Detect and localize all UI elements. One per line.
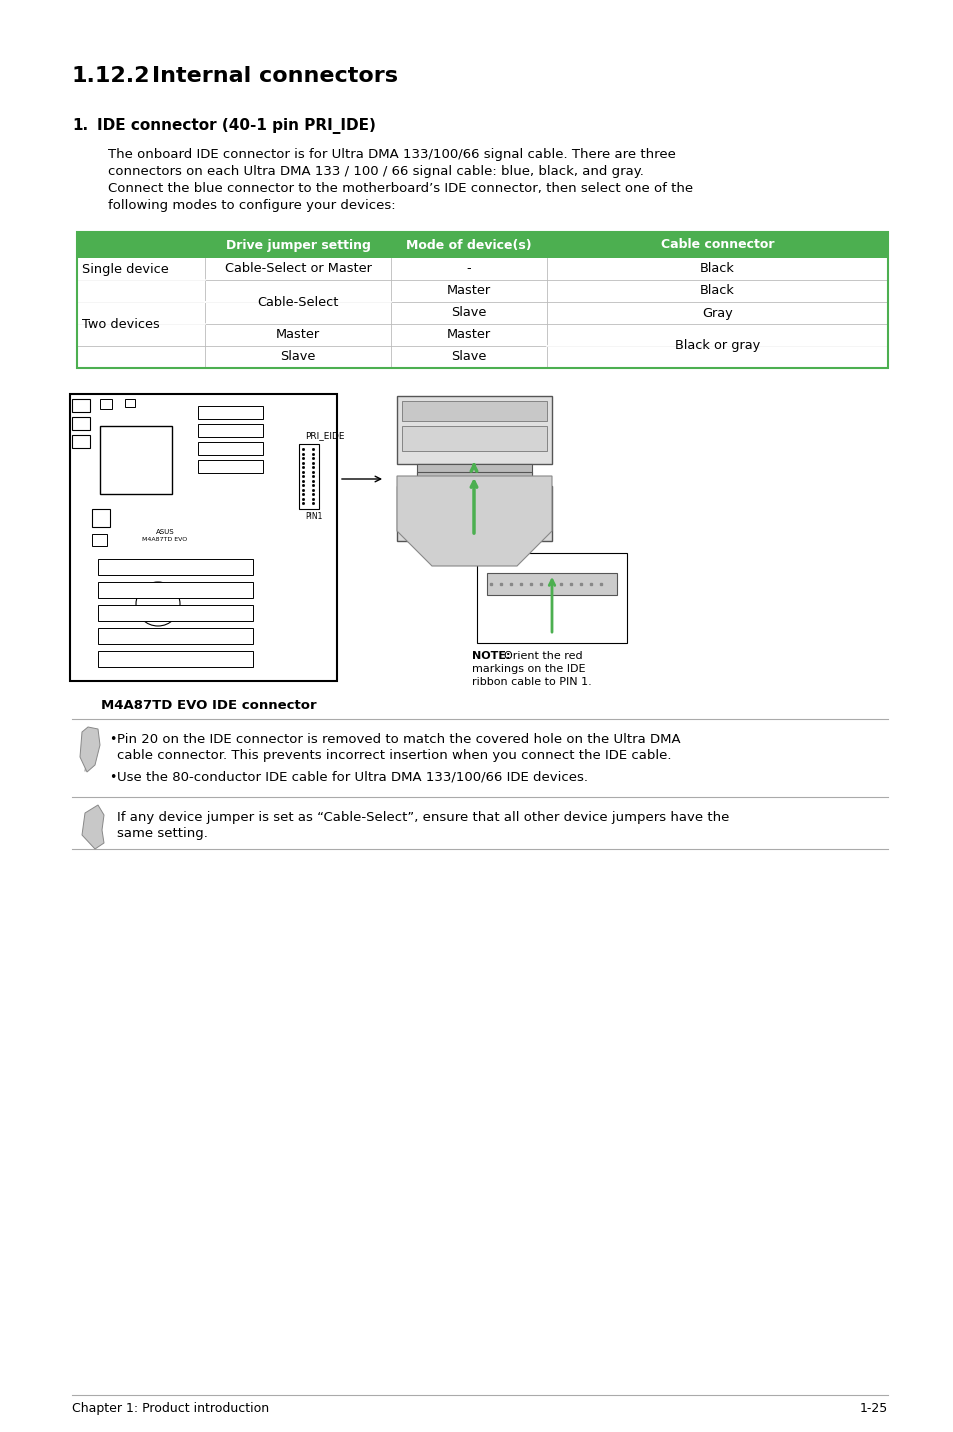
- Text: IDE connector (40-1 pin PRI_IDE): IDE connector (40-1 pin PRI_IDE): [97, 117, 375, 135]
- Bar: [100, 400, 112, 410]
- Bar: [416, 464, 532, 475]
- Text: Cable-Select: Cable-Select: [257, 295, 338, 308]
- Text: Gray: Gray: [701, 306, 732, 319]
- Bar: [98, 652, 253, 667]
- Text: same setting.: same setting.: [117, 828, 208, 841]
- Text: If any device jumper is set as “Cable-Select”, ensure that all other device jump: If any device jumper is set as “Cable-Se…: [117, 811, 729, 823]
- Text: following modes to configure your devices:: following modes to configure your device…: [108, 199, 395, 212]
- Bar: [401, 401, 546, 421]
- Bar: [198, 442, 263, 455]
- Bar: [396, 397, 552, 464]
- Bar: [77, 232, 887, 368]
- Bar: [91, 534, 107, 546]
- Bar: [91, 508, 110, 527]
- Circle shape: [136, 581, 180, 626]
- Text: Slave: Slave: [451, 351, 486, 364]
- Text: Drive jumper setting: Drive jumper setting: [225, 239, 370, 252]
- Text: Black or gray: Black or gray: [674, 339, 760, 352]
- Bar: [98, 558, 253, 576]
- Bar: [98, 629, 253, 644]
- Bar: [198, 460, 263, 473]
- Text: Orient the red: Orient the red: [503, 652, 582, 662]
- Text: Two devices: Two devices: [82, 318, 159, 331]
- Text: •: •: [109, 733, 116, 746]
- Bar: [396, 485, 552, 541]
- Bar: [416, 473, 532, 485]
- Bar: [71, 435, 90, 448]
- Bar: [98, 604, 253, 621]
- Text: Use the 80-conductor IDE cable for Ultra DMA 133/100/66 IDE devices.: Use the 80-conductor IDE cable for Ultra…: [117, 770, 587, 783]
- Text: PIN1: PIN1: [305, 513, 322, 521]
- Bar: [71, 417, 90, 430]
- Polygon shape: [82, 805, 104, 849]
- Text: Connect the blue connector to the motherboard’s IDE connector, then select one o: Connect the blue connector to the mother…: [108, 182, 693, 195]
- Text: -: -: [466, 262, 471, 275]
- Text: The onboard IDE connector is for Ultra DMA 133/100/66 signal cable. There are th: The onboard IDE connector is for Ultra D…: [108, 147, 675, 160]
- Text: 1-25: 1-25: [859, 1402, 887, 1415]
- Text: ribbon cable to PIN 1.: ribbon cable to PIN 1.: [472, 677, 591, 687]
- Bar: [100, 425, 172, 494]
- Bar: [198, 424, 263, 437]
- Text: markings on the IDE: markings on the IDE: [472, 664, 585, 674]
- Text: Black: Black: [700, 262, 734, 275]
- Bar: [401, 425, 546, 451]
- Text: connectors on each Ultra DMA 133 / 100 / 66 signal cable: blue, black, and gray.: connectors on each Ultra DMA 133 / 100 /…: [108, 165, 643, 178]
- Text: 1.: 1.: [71, 117, 88, 133]
- Text: Slave: Slave: [451, 306, 486, 319]
- Text: 1.12.2: 1.12.2: [71, 66, 151, 86]
- Text: Pin 20 on the IDE connector is removed to match the covered hole on the Ultra DM: Pin 20 on the IDE connector is removed t…: [117, 733, 679, 746]
- Text: •: •: [109, 770, 116, 783]
- Text: M4A87TD EVO IDE connector: M4A87TD EVO IDE connector: [101, 699, 316, 712]
- Bar: [298, 444, 318, 508]
- Bar: [476, 553, 626, 643]
- Text: Chapter 1: Product introduction: Chapter 1: Product introduction: [71, 1402, 269, 1415]
- Bar: [77, 232, 887, 258]
- Text: NOTE:: NOTE:: [472, 652, 510, 662]
- Text: Mode of device(s): Mode of device(s): [406, 239, 531, 252]
- Polygon shape: [80, 727, 100, 772]
- Bar: [98, 581, 253, 599]
- Text: Internal connectors: Internal connectors: [152, 66, 397, 86]
- Text: cable connector. This prevents incorrect insertion when you connect the IDE cabl: cable connector. This prevents incorrect…: [117, 749, 671, 762]
- Text: Black: Black: [700, 285, 734, 298]
- Text: Cable connector: Cable connector: [660, 239, 774, 252]
- Text: M4A87TD EVO: M4A87TD EVO: [142, 537, 188, 541]
- Bar: [486, 573, 617, 596]
- Polygon shape: [396, 475, 552, 566]
- Text: Slave: Slave: [280, 351, 315, 364]
- Bar: [198, 407, 263, 420]
- Bar: [125, 400, 135, 407]
- Text: Master: Master: [275, 328, 319, 341]
- Text: Single device: Single device: [82, 262, 169, 275]
- Text: Cable-Select or Master: Cable-Select or Master: [224, 262, 371, 275]
- Bar: [70, 394, 336, 682]
- Bar: [71, 400, 90, 412]
- Text: PRI_EIDE: PRI_EIDE: [305, 431, 344, 440]
- Text: Master: Master: [446, 328, 491, 341]
- Text: Master: Master: [446, 285, 491, 298]
- Text: ASUS: ASUS: [155, 528, 174, 536]
- Bar: [401, 494, 546, 528]
